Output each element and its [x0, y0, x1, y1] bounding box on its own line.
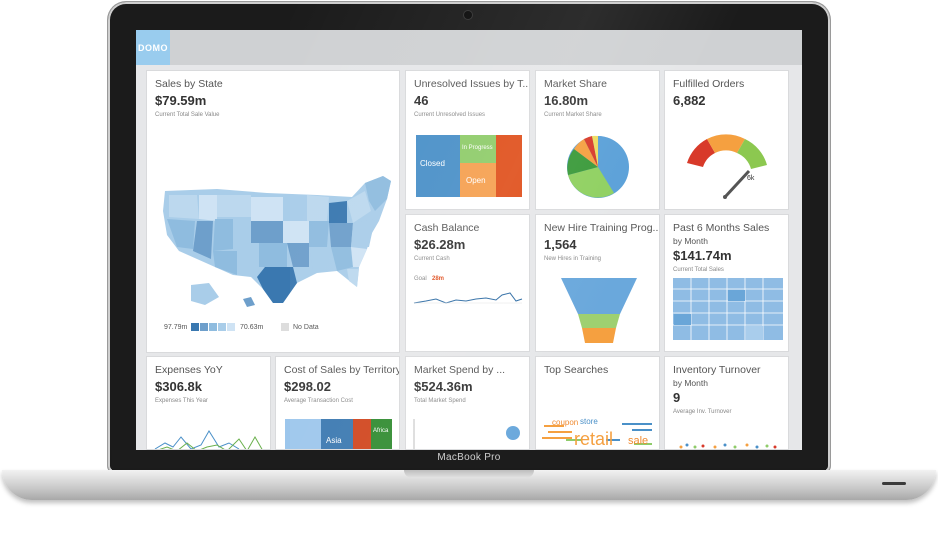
- pie-chart: [567, 135, 629, 198]
- treemap-block[interactable]: [496, 135, 522, 197]
- legend-scale: [191, 323, 235, 331]
- card-title: Unresolved Issues by T...: [414, 78, 530, 90]
- card-note: Current Unresolved Issues: [414, 112, 486, 118]
- goal-value: 28m: [432, 276, 445, 282]
- card-title: Fulfilled Orders: [673, 78, 745, 90]
- card-value: $79.59m: [155, 93, 207, 108]
- card-note: Expenses This Year: [155, 398, 208, 404]
- card-note: Average Inv. Turnover: [673, 409, 732, 415]
- treemap-africa[interactable]: [371, 419, 392, 449]
- card-note: New Hires in Training: [544, 256, 602, 262]
- card-title: Sales by State: [155, 78, 223, 90]
- expenses-line-chart: [154, 430, 263, 449]
- no-data-swatch: [281, 323, 289, 331]
- card-value: 6,882: [673, 93, 706, 108]
- card-value: $141.74m: [673, 248, 732, 263]
- domo-logo[interactable]: DOMO: [136, 30, 170, 65]
- treemap-open[interactable]: [460, 163, 496, 197]
- card-title: Top Searches: [544, 364, 609, 376]
- treemap-red[interactable]: [353, 419, 371, 449]
- card-cost-of-sales[interactable]: Cost of Sales by Territory $298.02 Avera…: [275, 356, 400, 450]
- card-market-share[interactable]: Market Share 16.80m Current Market Share: [535, 70, 660, 210]
- card-market-spend[interactable]: Market Spend by ... $524.36m Total Marke…: [405, 356, 530, 450]
- treemap-africa-label: Africa: [373, 428, 389, 434]
- card-past-six-months-sales[interactable]: Past 6 Months Sales by Month $141.74m Cu…: [664, 214, 789, 352]
- market-spend-scatter: [413, 419, 520, 449]
- treemap-closed-label: Closed: [420, 159, 445, 168]
- search-word-retail: retail: [574, 429, 614, 449]
- card-note: Current Total Sale Value: [155, 112, 220, 118]
- status-led: [882, 482, 906, 485]
- treemap-territory[interactable]: [285, 419, 321, 449]
- card-value: 9: [673, 390, 681, 405]
- dashboard-screen: DOMO Sales by State $79.59m Current Tota…: [136, 30, 802, 450]
- bottom-bezel: [112, 450, 826, 470]
- card-note: Total Market Spend: [414, 398, 466, 404]
- card-note: Current Cash: [414, 256, 450, 262]
- card-title: Cost of Sales by Territory: [284, 364, 400, 376]
- card-value: 16.80m: [544, 93, 589, 108]
- treemap-open-label: Open: [466, 176, 486, 185]
- gauge-label: 6k: [747, 175, 755, 182]
- gauge-chart: [687, 134, 767, 199]
- card-title: Expenses YoY: [155, 364, 223, 376]
- treemap-in-progress[interactable]: [460, 135, 496, 163]
- card-note: Current Market Share: [544, 112, 602, 118]
- card-title: Cash Balance: [414, 222, 480, 234]
- funnel-chart: [561, 278, 637, 343]
- goal-label: Goal: [414, 276, 427, 282]
- card-fulfilled-orders[interactable]: Fulfilled Orders 6,882 6k: [664, 70, 789, 210]
- card-value: $306.8k: [155, 379, 202, 394]
- legend-max: 97.79m: [164, 324, 188, 331]
- search-word-coupon: coupon: [552, 418, 579, 427]
- search-word-store: store: [580, 417, 598, 426]
- card-subtitle: by Month: [673, 378, 708, 388]
- card-inventory-turnover[interactable]: Inventory Turnover by Month 9 Average In…: [664, 356, 789, 450]
- card-value: 1,564: [544, 237, 577, 252]
- treemap-in-progress-label: In Progress: [462, 145, 493, 151]
- camera-icon: [464, 11, 472, 19]
- card-value: $524.36m: [414, 379, 473, 394]
- treemap-closed[interactable]: [416, 135, 460, 197]
- card-subtitle: by Month: [673, 236, 708, 246]
- card-title: Market Spend by ...: [414, 364, 506, 376]
- model-label: MacBook Pro: [437, 452, 501, 463]
- treemap-asia[interactable]: [321, 419, 353, 449]
- legend-min: 70.63m: [240, 324, 264, 331]
- card-value: 46: [414, 93, 429, 108]
- sales-treemap: [673, 278, 783, 340]
- card-title: Market Share: [544, 78, 608, 90]
- treemap-asia-label: Asia: [326, 436, 342, 445]
- card-unresolved-issues[interactable]: Unresolved Issues by T... 46 Current Unr…: [405, 70, 530, 210]
- legend-no-data: No Data: [293, 324, 319, 331]
- card-cash-balance[interactable]: Cash Balance $26.28m Current Cash Goal 2…: [405, 214, 530, 352]
- card-top-searches[interactable]: Top Searches coupon store retail sale: [535, 356, 660, 450]
- word-cloud-filler: [542, 423, 652, 445]
- card-note: Average Transaction Cost: [284, 398, 353, 404]
- card-value: $26.28m: [414, 237, 466, 252]
- card-note: Current Total Sales: [673, 267, 724, 273]
- card-value: $298.02: [284, 379, 331, 394]
- card-sales-by-state[interactable]: Sales by State $79.59m Current Total Sal…: [146, 70, 400, 353]
- lid-notch: [404, 470, 534, 478]
- search-word-sale: sale: [628, 435, 649, 447]
- inventory-dots: [679, 443, 777, 449]
- card-title: Inventory Turnover: [673, 364, 761, 376]
- card-expenses-yoy[interactable]: Expenses YoY $306.8k Expenses This Year: [146, 356, 271, 450]
- card-title: New Hire Training Prog...: [544, 222, 660, 234]
- card-new-hire-training[interactable]: New Hire Training Prog... 1,564 New Hire…: [535, 214, 660, 352]
- cash-line-chart: [413, 292, 523, 304]
- top-bar: DOMO: [136, 30, 802, 65]
- card-title: Past 6 Months Sales: [673, 222, 770, 234]
- us-map: [163, 176, 391, 307]
